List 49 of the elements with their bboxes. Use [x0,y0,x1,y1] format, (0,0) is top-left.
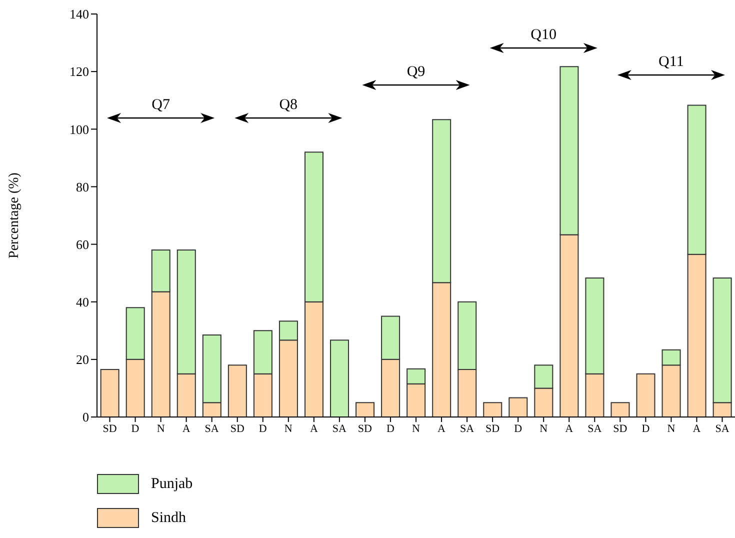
bar [610,402,630,417]
x-tick-label: SD [358,422,372,435]
y-axis-title: Percentage (%) [6,172,22,258]
legend-label: Sindh [151,510,186,526]
x-tick-label: SA [715,422,730,435]
x-tick-label: SA [204,422,219,435]
x-tick-label: A [692,422,701,435]
bar [100,369,120,417]
x-tick-label: D [642,422,650,435]
annotation: Q7 [152,97,170,113]
bar [330,340,350,417]
y-tick-label: 20 [76,352,89,368]
bar [483,402,502,417]
annotation: Q10 [530,27,557,43]
bar [356,402,375,417]
x-tick-label: A [182,422,190,435]
x-tick-label: D [386,422,395,435]
bar [636,373,656,417]
x-tick-label: SA [332,422,347,435]
y-tick-label: 60 [76,236,89,252]
y-tick-label: 140 [70,6,89,22]
x-tick-label: D [514,422,522,435]
x-tick-label: SD [613,422,628,435]
x-tick-label: N [540,422,548,435]
bar [508,397,528,417]
y-tick-label: 40 [76,294,89,310]
x-tick-label: N [667,422,676,435]
y-tick-label: 80 [76,179,89,194]
x-tick-label: SA [588,422,602,435]
annotation: Q8 [279,97,298,113]
x-tick-label: N [412,422,420,435]
y-tick-label: 0 [82,410,89,425]
legend-label: Punjab [151,476,193,492]
y-tick-label: 100 [70,122,89,137]
x-tick-label: D [131,422,140,435]
x-tick-label: N [284,422,292,435]
x-tick-label: D [258,422,267,435]
annotation: Q11 [658,54,684,70]
annotation: Q9 [406,64,426,80]
x-tick-label: A [565,422,574,435]
y-tick-label: 120 [70,64,89,80]
x-tick-label: N [156,422,165,435]
x-tick-label: SD [102,422,117,435]
x-tick-label: A [310,422,318,435]
x-tick-label: SA [460,422,474,435]
x-tick-label: A [438,422,446,435]
x-tick-label: SD [486,422,500,435]
bar [228,364,247,417]
x-tick-label: SD [230,422,244,435]
